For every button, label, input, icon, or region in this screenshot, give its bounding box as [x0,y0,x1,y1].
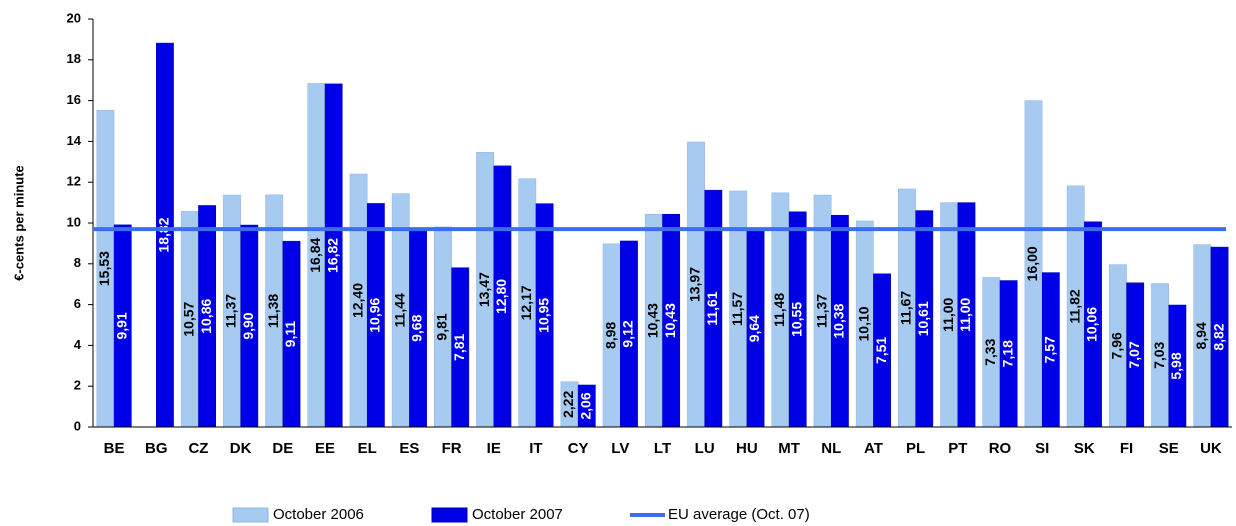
y-tick-label: 14 [67,133,82,148]
y-tick-label: 10 [67,214,81,229]
y-axis-title: €-cents per minute [11,165,26,281]
data-label: 2,06 [577,392,593,419]
x-tick-label: CZ [188,440,208,457]
data-label: 11,44 [391,293,407,327]
y-tick-label: 6 [74,296,81,311]
y-tick-label: 18 [67,51,81,66]
data-label: 10,57 [181,301,197,336]
data-label: 7,03 [1151,341,1167,368]
y-tick-label: 4 [74,337,82,352]
data-label: 7,57 [1042,336,1058,363]
data-label: 8,82 [1210,323,1226,350]
data-label: 12,17 [518,285,534,320]
data-label: 9,12 [620,320,636,347]
data-label: 11,00 [957,297,973,331]
x-tick-label: EE [315,440,335,457]
data-label: 9,64 [746,315,762,342]
data-label: 10,96 [367,297,383,332]
x-tick-label: NL [821,440,841,457]
x-tick-label: SE [1159,440,1179,457]
data-label: 7,33 [982,338,998,365]
data-label: 15,53 [96,251,112,286]
data-label: 9,81 [434,313,450,340]
data-label: 7,81 [451,334,467,361]
data-label: 10,10 [855,306,871,341]
legend-swatch [232,507,269,523]
x-tick-label: AT [864,440,883,457]
data-label: 10,43 [662,303,678,338]
data-label: 16,84 [307,238,323,273]
legend-label: EU average (Oct. 07) [668,506,810,523]
data-label: 11,57 [729,292,745,326]
data-label: 9,91 [113,312,129,339]
data-label: 11,38 [265,294,281,328]
data-label: 18,82 [156,217,172,252]
x-tick-label: BE [104,440,125,457]
data-label: 9,90 [240,312,256,339]
data-label: 5,98 [1168,352,1184,379]
legend: October 2006 October 2007 EU average (Oct.… [232,506,810,523]
data-label: 7,96 [1109,332,1125,359]
data-label: 2,22 [560,391,576,418]
data-label: 10,06 [1084,307,1100,342]
x-tick-label: FI [1120,440,1133,457]
y-tick-label: 20 [67,10,81,25]
y-tick-label: 12 [67,174,81,189]
x-tick-label: DE [272,440,293,457]
data-label: 11,67 [898,291,914,325]
data-label: 11,61 [704,291,720,325]
data-label: 11,37 [813,294,829,328]
x-tick-label: UK [1200,440,1222,457]
data-label: 12,80 [493,279,509,314]
data-label: 10,43 [645,303,661,338]
data-label: 11,37 [223,294,239,328]
x-tick-label: SK [1074,440,1095,457]
x-tick-label: PT [948,440,967,457]
legend-swatch [431,507,468,523]
y-tick-label: 8 [74,255,81,270]
x-tick-label: RO [989,440,1012,457]
data-label: 11,00 [940,297,956,331]
data-label: 10,61 [915,301,931,336]
x-tick-label: IT [529,440,542,457]
data-label: 16,00 [1024,246,1040,281]
x-tick-label: IE [487,440,501,457]
data-label: 7,07 [1126,341,1142,368]
data-label: 10,38 [831,303,847,338]
x-tick-label: MT [778,440,800,457]
y-tick-label: 0 [74,418,81,433]
legend-label: October 2006 [273,506,364,523]
legend-label: October 2007 [472,506,563,523]
data-label: 16,82 [324,238,340,273]
data-label: 13,97 [687,267,703,302]
x-tick-label: SI [1035,440,1049,457]
data-label: 8,94 [1193,322,1209,349]
data-label: 10,86 [198,299,214,334]
x-tick-label: PL [906,440,925,457]
x-tick-label: BG [145,440,168,457]
data-label: 9,11 [282,321,298,348]
data-label: 13,47 [476,272,492,307]
data-label: 10,55 [788,302,804,337]
x-tick-label: FR [442,440,462,457]
data-label: 8,98 [602,322,618,349]
data-label: 11,48 [771,293,787,327]
x-tick-label: CY [568,440,589,457]
data-label: 12,40 [349,283,365,318]
y-tick-label: 16 [67,92,81,107]
data-label: 10,95 [535,298,551,333]
x-tick-label: LU [695,440,715,457]
x-tick-label: ES [399,440,419,457]
x-tick-label: HU [736,440,758,457]
x-tick-label: LV [611,440,629,457]
x-tick-label: LT [654,440,671,457]
x-tick-label: DK [230,440,252,457]
data-label: 7,51 [873,337,889,364]
x-tick-label: EL [358,440,377,457]
data-label: 9,68 [409,314,425,341]
y-tick-label: 2 [74,378,81,393]
data-label: 11,82 [1066,289,1082,323]
data-label: 7,18 [999,340,1015,367]
